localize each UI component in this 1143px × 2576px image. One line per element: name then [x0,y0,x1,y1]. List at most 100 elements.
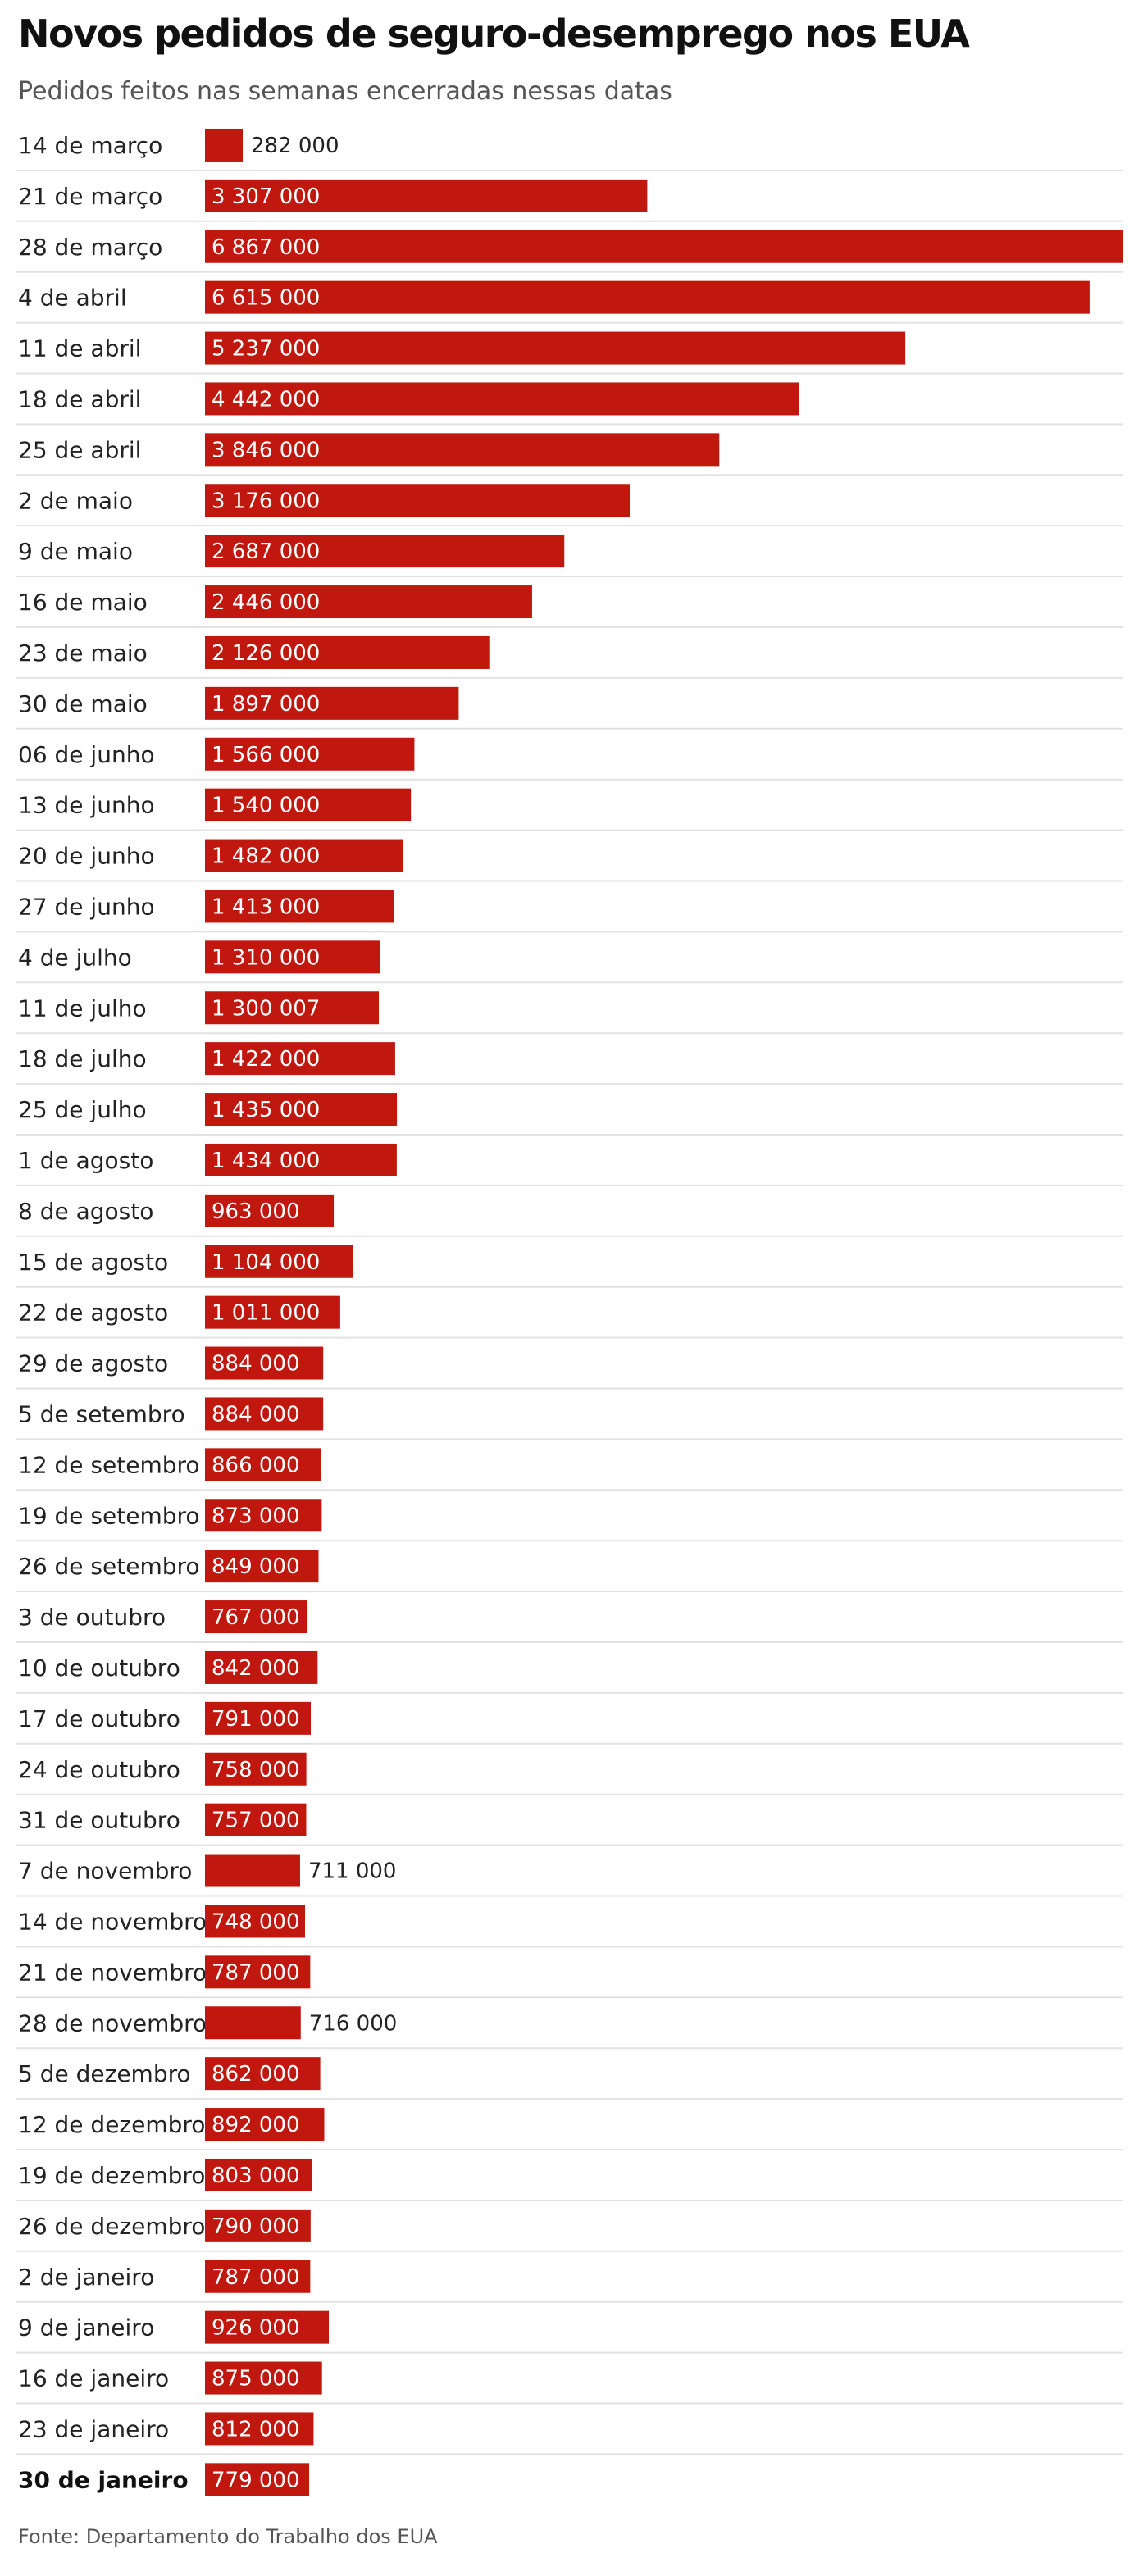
bar [205,635,490,669]
value-label: 1 482 000 [212,844,320,869]
value-label: 787 000 [212,1960,300,1985]
value-label: 866 000 [212,1453,300,1477]
bar [205,433,720,467]
bar [205,1650,318,1684]
bar [205,535,565,568]
chart-title: Novos pedidos de seguro-desemprego nos E… [18,11,970,56]
value-label: 790 000 [212,2214,300,2239]
bar [205,737,415,771]
category-label: 23 de janeiro [18,2415,169,2442]
value-label: 1 540 000 [212,794,320,818]
category-label: 30 de janeiro [18,2466,189,2493]
value-label: 884 000 [212,1402,300,1427]
bar [205,1093,398,1126]
bar [205,2310,330,2344]
category-label: 2 de janeiro [18,2264,154,2291]
category-label: 21 de novembro [18,1959,207,1986]
bar [205,1194,335,1227]
bar [205,1295,340,1329]
value-label: 3 176 000 [212,489,320,513]
category-label: 5 de setembro [18,1400,185,1427]
bar [205,1245,353,1278]
category-label: 4 de abril [18,284,127,312]
value-label: 6 615 000 [212,286,320,311]
category-label: 27 de junho [18,893,155,920]
bar [205,2006,301,2040]
value-label: 875 000 [212,2367,300,2392]
bar [205,686,459,720]
value-label: 884 000 [212,1352,300,1377]
category-label: 16 de janeiro [18,2365,169,2392]
category-label: 12 de setembro [18,1451,200,1478]
bar [205,890,394,923]
category-label: 22 de agosto [18,1299,168,1327]
value-label: 849 000 [212,1554,300,1579]
source-note: Fonte: Departamento do Trabalho dos EUA [18,2525,438,2548]
bar [205,1499,322,1532]
bar [205,788,412,821]
bar [205,1905,305,1938]
value-label: 1 422 000 [212,1047,320,1072]
category-label: 24 de outubro [18,1756,180,1783]
value-label: 963 000 [212,1199,300,1224]
category-label: 1 de agosto [18,1147,153,1174]
value-label: 791 000 [212,1707,300,1732]
bar [205,585,532,619]
value-label: 892 000 [212,2113,300,2137]
category-label: 25 de julho [18,1096,147,1123]
category-label: 26 de setembro [18,1553,200,1580]
category-label: 26 de dezembro [18,2213,205,2240]
category-label: 3 de outubro [18,1604,166,1631]
bar [205,1448,321,1481]
category-label: 29 de agosto [18,1350,168,1377]
category-label: 30 de maio [18,690,148,717]
category-label: 06 de junho [18,741,155,768]
category-label: 28 de novembro [18,2009,207,2037]
bar [205,2361,322,2395]
value-label: 758 000 [212,1758,300,1782]
value-label: 5 237 000 [212,337,320,362]
category-label: 18 de abril [18,385,141,412]
category-label: 21 de março [18,183,162,210]
chart-subtitle: Pedidos feitos nas semanas encerradas ne… [18,77,672,106]
category-label: 25 de abril [18,436,141,463]
category-label: 8 de agosto [18,1198,153,1225]
bar [205,1600,308,1634]
value-label: 803 000 [212,2164,300,2188]
value-label: 1 566 000 [212,743,320,767]
category-label: 14 de março [18,132,162,159]
bar [205,1346,324,1380]
bar [205,2108,325,2141]
value-label: 1 413 000 [212,894,320,919]
bar [205,839,403,872]
category-label: 20 de junho [18,843,155,870]
value-label: 716 000 [309,2011,398,2036]
value-label: 812 000 [212,2417,300,2442]
bar [205,991,380,1025]
category-label: 28 de março [18,234,162,261]
bar [205,1752,307,1786]
bar [205,179,648,212]
bar [205,2158,312,2191]
category-label: 2 de maio [18,487,133,514]
bar [205,1955,311,1989]
bar [205,1701,312,1735]
bar [205,280,1090,314]
value-label: 873 000 [212,1504,300,1528]
value-label: 779 000 [212,2468,300,2492]
category-label: 14 de novembro [18,1908,207,1935]
bar [205,1042,395,1076]
category-label: 7 de novembro [18,1858,192,1885]
bar [205,230,1123,263]
value-label: 926 000 [212,2316,300,2341]
bar [205,128,243,162]
value-label: 3 846 000 [212,438,320,462]
category-label: 16 de maio [18,589,148,616]
value-label: 757 000 [212,1809,300,1833]
category-label: 5 de dezembro [18,2060,191,2087]
value-label: 711 000 [308,1859,397,1884]
value-label: 6 867 000 [212,235,320,260]
category-label: 31 de outubro [18,1807,180,1834]
value-label: 767 000 [212,1605,300,1630]
bar [205,2463,310,2496]
